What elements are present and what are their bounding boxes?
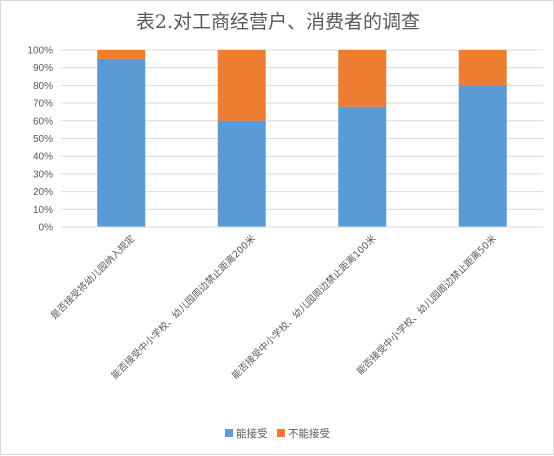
x-category-label: 能否接受中小学校、幼儿园周边禁止距离50米	[354, 232, 499, 377]
y-tick-label: 50%	[33, 134, 53, 145]
y-axis-ticks: 0% 10% 20% 30% 40% 50% 60% 70% 80% 90% 100%	[27, 46, 53, 234]
x-category-label: 能否接受中小学校、幼儿园周边禁止距离200米	[109, 232, 258, 381]
legend-label: 不能接受	[288, 427, 330, 440]
bar-segment	[97, 50, 146, 59]
y-tick-label: 90%	[33, 63, 53, 74]
y-tick-label: 20%	[33, 187, 53, 198]
y-tick-label: 40%	[33, 152, 53, 163]
bar-segment	[217, 120, 266, 227]
y-tick-label: 100%	[27, 46, 53, 57]
y-tick-label: 30%	[33, 169, 53, 180]
x-category-label: 是否接受将幼儿园纳入规定	[48, 232, 137, 321]
y-tick-label: 60%	[33, 116, 53, 127]
x-axis-category-labels: 是否接受将幼儿园纳入规定能否接受中小学校、幼儿园周边禁止距离200米能否接受中小…	[48, 232, 499, 381]
y-tick-label: 70%	[33, 99, 53, 110]
legend-swatch	[277, 429, 285, 437]
bar-segment	[458, 85, 507, 228]
bar-segment	[338, 50, 387, 107]
bar-segment	[338, 106, 387, 227]
y-tick-label: 0%	[39, 223, 54, 234]
y-tick-label: 80%	[33, 81, 53, 92]
legend: 能接受 不能接受	[225, 427, 330, 440]
bar-segment	[217, 50, 266, 121]
legend-label: 能接受	[236, 427, 268, 440]
bar-segment	[458, 50, 507, 86]
chart-title: 表2.对工商经营户、消费者的调查	[136, 11, 420, 33]
bars	[97, 50, 507, 228]
legend-swatch	[225, 429, 233, 437]
y-tick-label: 10%	[33, 205, 53, 216]
bar-segment	[97, 58, 146, 227]
x-category-label: 能否接受中小学校、幼儿园周边禁止距离100米	[229, 232, 378, 381]
